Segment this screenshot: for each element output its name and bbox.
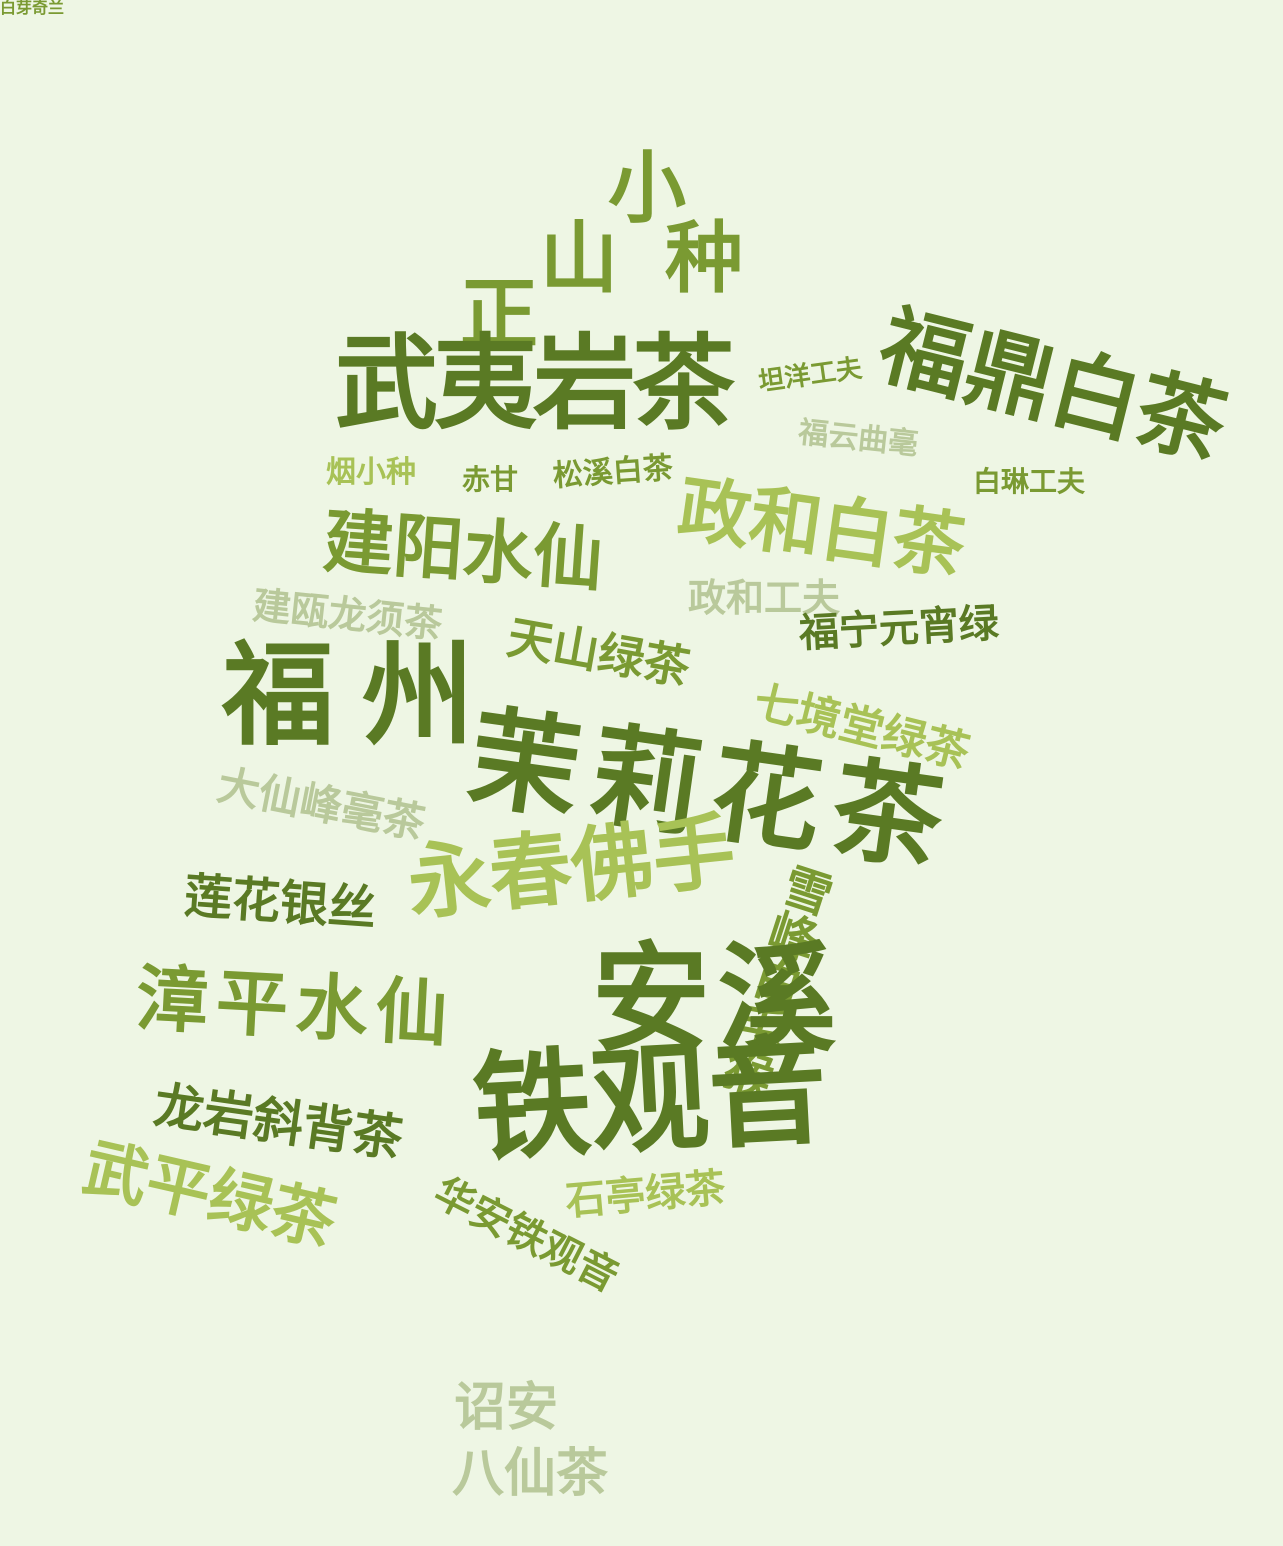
fuyun-quhao-text: 福云曲毫 — [796, 415, 920, 463]
tianshan-lvcha-text: 天山绿茶 — [503, 610, 694, 696]
zhenghe-gongfu-text: 政和工夫 — [688, 575, 841, 620]
baiya-qilan-text: 白芽奇兰 — [0, 0, 65, 17]
wuyi-yancha-text: 武夷岩茶 — [335, 323, 735, 444]
zhengshan-xiaozhong-char-2: 种 — [665, 213, 744, 304]
zhengshan-xiaozhong-char-3: 正 — [460, 269, 539, 360]
songxi-baicha-text: 松溪白茶 — [551, 450, 674, 494]
fuzhou-text: 福州 — [222, 630, 502, 761]
shiting-lvcha-text: 石亭绿茶 — [563, 1164, 728, 1225]
zhengshan-xiaozhong-char-1: 山 — [540, 213, 619, 304]
anxi-text: 安溪 — [592, 929, 845, 1068]
zhangping-shuixian-text: 漳平水仙 — [133, 955, 458, 1057]
zhaoan-text: 诏安 — [454, 1377, 559, 1438]
tanyang-gongfu-text: 坦洋工夫 — [756, 353, 864, 398]
chigan-text: 赤甘 — [462, 463, 519, 496]
lianhua-yinsi-text: 莲花银丝 — [182, 868, 378, 938]
baxiancha-text: 八仙茶 — [452, 1443, 609, 1504]
funing-yuanxiaolv-text: 福宁元宵绿 — [797, 599, 1000, 657]
bailin-gongfu-text: 白琳工夫 — [973, 465, 1086, 498]
yongchun-foshou-text: 永春佛手 — [403, 802, 740, 933]
zhenghe-baicha-text: 政和白茶 — [673, 465, 971, 590]
fuding-baicha-text: 福鼎白茶 — [869, 292, 1237, 479]
yan-xiaozhong-text: 烟小种 — [326, 455, 416, 490]
tieguanyin-text: 铁观音 — [469, 1020, 831, 1178]
daxianfeng-haocha-text: 大仙峰毫茶 — [213, 760, 429, 849]
jianyang-shuixian-text: 建阳水仙 — [320, 499, 606, 602]
zhengshan-xiaozhong-char-0: 小 — [608, 143, 687, 234]
